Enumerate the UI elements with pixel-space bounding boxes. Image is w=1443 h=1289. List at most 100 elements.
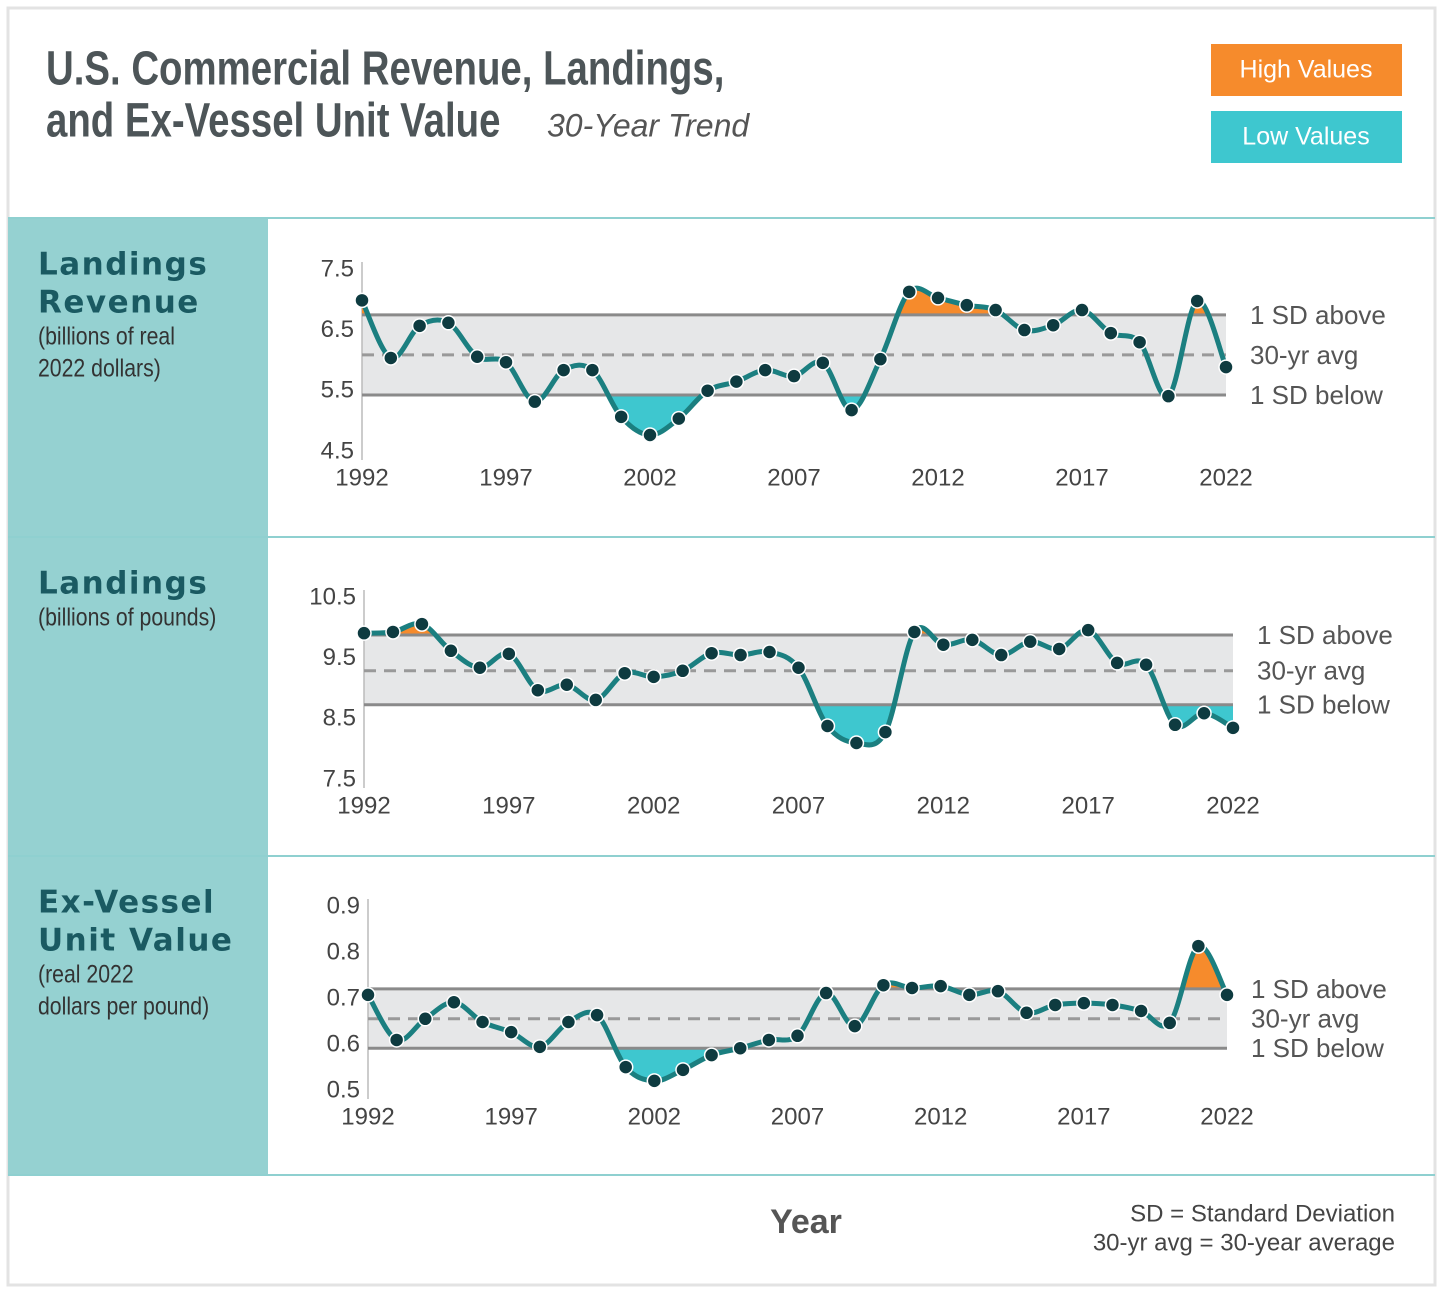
panel-title: Landings <box>38 566 208 602</box>
y-tick-label: 10.5 <box>309 583 356 610</box>
x-tick-label: 2017 <box>1061 792 1114 819</box>
data-point <box>1218 359 1234 375</box>
x-tick-label: 2012 <box>917 792 970 819</box>
data-point <box>414 616 430 632</box>
x-tick-label: 2007 <box>772 792 825 819</box>
data-point <box>757 362 773 378</box>
low-area <box>526 394 1170 436</box>
data-point <box>360 987 376 1003</box>
data-point <box>527 393 543 410</box>
data-point <box>498 354 514 370</box>
data-point <box>354 292 370 309</box>
data-point <box>732 647 749 663</box>
data-point <box>617 1059 634 1075</box>
data-point <box>818 985 834 1001</box>
x-tick-label: 2007 <box>767 464 820 491</box>
x-tick-label: 2002 <box>623 464 676 491</box>
data-point <box>469 349 485 365</box>
data-point <box>532 1039 548 1055</box>
panel-subtitle: 2022 dollars) <box>38 354 161 382</box>
data-point <box>1219 987 1235 1003</box>
x-axis-label: Year <box>770 1203 842 1241</box>
data-point <box>904 980 920 996</box>
data-point <box>1016 322 1033 338</box>
y-tick-label: 4.5 <box>321 437 354 464</box>
data-point <box>642 427 658 443</box>
data-point <box>987 302 1004 318</box>
data-point <box>761 1032 777 1048</box>
data-point <box>786 368 802 384</box>
data-point <box>1045 317 1061 333</box>
data-point <box>872 351 889 367</box>
legend-box <box>1211 44 1402 96</box>
data-point <box>848 735 865 751</box>
panel-subtitle: (real 2022 <box>38 960 134 988</box>
data-point <box>1131 334 1148 350</box>
data-point <box>560 1014 577 1030</box>
data-point <box>935 636 952 653</box>
data-point <box>993 647 1010 663</box>
data-point <box>356 625 372 641</box>
data-point <box>789 1028 806 1044</box>
data-point <box>503 1024 519 1040</box>
data-point <box>1047 997 1063 1013</box>
y-tick-label: 0.9 <box>327 892 360 919</box>
panel-title: Revenue <box>38 285 200 321</box>
data-point <box>559 677 575 693</box>
data-point <box>1225 720 1241 736</box>
data-point <box>411 318 428 334</box>
data-point <box>1109 655 1125 671</box>
panel-subtitle-group: (real 2022 dollars per pound) <box>38 960 209 1020</box>
data-point <box>790 660 807 676</box>
x-tick-label: 1997 <box>482 792 535 819</box>
x-tick-label: 1992 <box>335 464 388 491</box>
y-tick-label: 0.7 <box>327 984 360 1011</box>
data-point <box>671 410 687 427</box>
data-point <box>417 1011 434 1027</box>
data-point <box>1161 1015 1178 1031</box>
x-tick-label: 1997 <box>484 1103 537 1130</box>
x-tick-label: 2007 <box>771 1103 824 1130</box>
data-point <box>906 624 923 640</box>
data-point <box>675 1062 691 1078</box>
reference-label: 30-yr avg <box>1251 1004 1359 1034</box>
data-point <box>1133 1003 1149 1019</box>
footnote: 30-yr avg = 30-year average <box>1093 1229 1395 1256</box>
data-point <box>446 994 462 1010</box>
panel-subtitle: dollars per pound) <box>38 992 209 1020</box>
y-tick-label: 0.6 <box>327 1030 360 1057</box>
reference-label: 1 SD above <box>1251 974 1387 1004</box>
data-point <box>843 402 860 418</box>
data-point <box>646 1073 663 1089</box>
data-point <box>1080 622 1096 638</box>
y-tick-label: 9.5 <box>323 644 356 671</box>
data-point <box>616 665 633 681</box>
y-tick-label: 7.5 <box>321 255 354 282</box>
x-tick-label: 2017 <box>1055 464 1108 491</box>
data-point <box>930 290 946 306</box>
left-column <box>8 218 268 1175</box>
data-point <box>1138 656 1154 673</box>
x-tick-label: 2002 <box>627 792 680 819</box>
data-point <box>1167 717 1183 733</box>
panel-subtitle-group: (billions of pounds) <box>38 603 216 631</box>
reference-label: 1 SD above <box>1257 620 1393 650</box>
x-tick-label: 2012 <box>911 464 964 491</box>
data-point <box>440 315 457 331</box>
data-point <box>1074 302 1090 318</box>
data-point <box>728 373 745 390</box>
data-point <box>961 987 978 1003</box>
legend-label: High Values <box>1240 56 1373 84</box>
data-point <box>901 284 917 300</box>
x-tick-label: 2022 <box>1199 464 1252 491</box>
data-point <box>474 1014 491 1030</box>
x-tick-label: 2022 <box>1200 1103 1253 1130</box>
x-tick-label: 1992 <box>337 792 390 819</box>
y-tick-label: 8.5 <box>323 705 356 732</box>
title-line: U.S. Commercial Revenue, Landings, <box>46 43 724 96</box>
reference-label: 30-yr avg <box>1257 656 1365 686</box>
data-point <box>819 718 836 734</box>
data-point <box>383 350 399 366</box>
x-tick-label: 2022 <box>1206 792 1259 819</box>
